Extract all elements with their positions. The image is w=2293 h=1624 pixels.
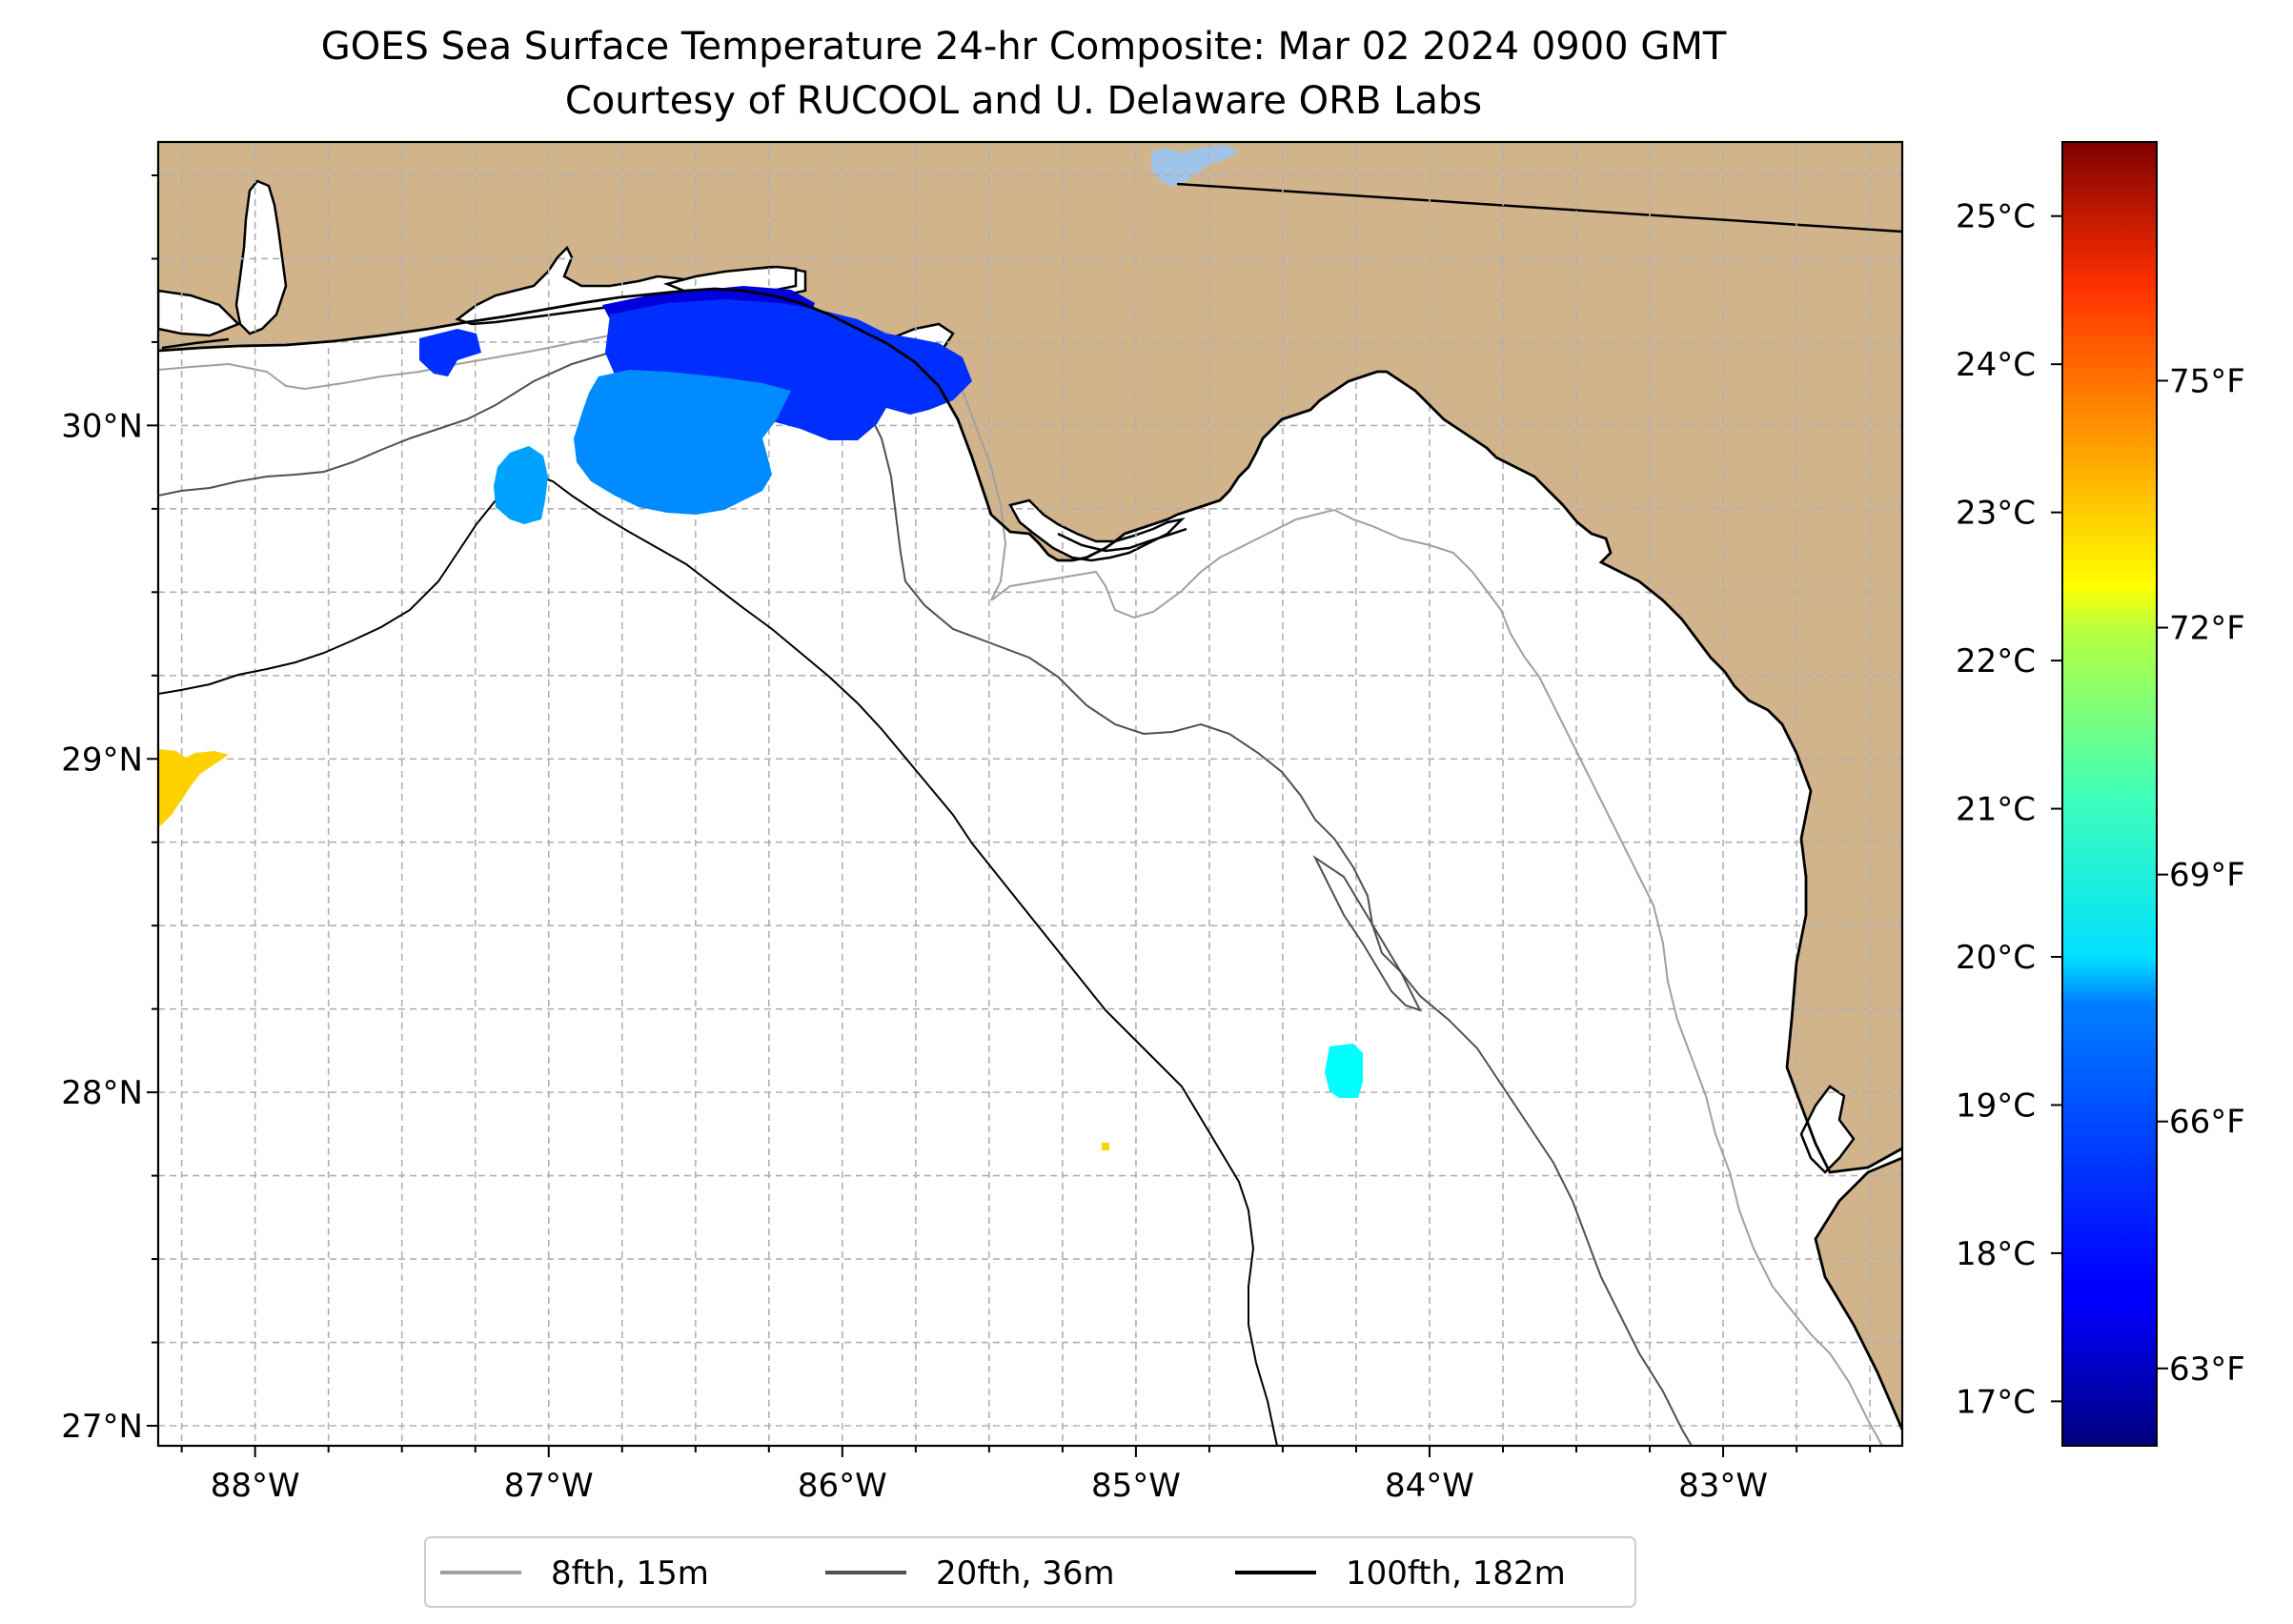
fahrenheit-tick-label: 75°F (2169, 362, 2245, 400)
barrier-island-west (161, 337, 230, 350)
colorbar-gradient (2061, 141, 2158, 1447)
state-border-line (1176, 182, 1902, 233)
lat-tick-label: 27°N (61, 1408, 143, 1446)
celsius-tick-label: 20°C (1956, 939, 2036, 977)
lat-tick-label: 28°N (61, 1074, 143, 1112)
celsius-tick-label: 23°C (1956, 495, 2036, 533)
mobile-bay (234, 179, 288, 335)
barrier-island-panhandle (1057, 527, 1187, 553)
isobath-100fth-182m (158, 473, 1278, 1446)
land-mass (158, 142, 1902, 1430)
legend-label-20fth: 20fth, 36m (936, 1554, 1115, 1593)
chart-title: GOES Sea Surface Temperature 24-hr Compo… (321, 25, 1727, 69)
lon-tick-label: 88°W (211, 1467, 300, 1505)
legend-box (424, 1536, 1636, 1608)
fahrenheit-tick-label: 72°F (2169, 610, 2245, 648)
lat-tick-label: 30°N (61, 407, 143, 445)
legend-label-100fth: 100fth, 182m (1346, 1554, 1566, 1593)
map-gridlines (158, 142, 1902, 1446)
map-area: 88°W 87°W 86°W 85°W 84°W 83°W 30°N 29°N … (61, 140, 1904, 1505)
isobath-20fth-36m (158, 346, 1693, 1446)
chart-subtitle: Courtesy of RUCOOL and U. Delaware ORB L… (565, 79, 1482, 123)
panhandle-blue-patch (419, 299, 972, 440)
lon-tick-label: 87°W (504, 1467, 594, 1505)
lon-tick-labels: 88°W 87°W 86°W 85°W 84°W 83°W (211, 1467, 1768, 1505)
legend: 8fth, 15m 20fth, 36m 100fth, 182m (424, 1536, 1636, 1608)
western-cyan-patch (494, 446, 548, 524)
lat-tick-labels: 30°N 29°N 28°N 27°N (61, 407, 143, 1446)
inland-lake (1151, 145, 1239, 187)
colorbar-celsius-labels: 25°C 24°C 23°C 22°C 21°C 20°C 19°C 18°C … (1956, 198, 2036, 1422)
celsius-tick-label: 19°C (1956, 1086, 2036, 1125)
fahrenheit-tick-label: 66°F (2169, 1104, 2245, 1142)
offshore-light-blue-patch (574, 370, 791, 515)
tampa-bay (1799, 1085, 1856, 1174)
lat-tick-label: 29°N (61, 741, 143, 779)
lon-tick-label: 83°W (1678, 1467, 1768, 1505)
fahrenheit-tick-label: 69°F (2169, 857, 2245, 895)
isobath-20fth-shoal-inlet (1312, 855, 1422, 1012)
legend-label-8fth: 8fth, 15m (551, 1554, 709, 1593)
southern-aqua-patch (1325, 1044, 1363, 1098)
colorbar: 25°C 24°C 23°C 22°C 21°C 20°C 19°C 18°C … (1956, 141, 2245, 1447)
coastline-south (1814, 1156, 1902, 1431)
lon-tick-label: 86°W (798, 1467, 887, 1505)
colorbar-ticks (2051, 214, 2168, 1403)
colorbar-fahrenheit-labels: 75°F 72°F 69°F 66°F 63°F (2169, 362, 2245, 1388)
coastline (158, 287, 1902, 1174)
celsius-tick-label: 25°C (1956, 198, 2036, 236)
map-frame (156, 140, 1904, 1448)
map-ticks (147, 173, 1872, 1457)
coastal-lagoon-west (158, 289, 241, 337)
celsius-tick-label: 18°C (1956, 1235, 2036, 1273)
celsius-tick-label: 17°C (1956, 1383, 2036, 1421)
celsius-tick-label: 21°C (1956, 791, 2036, 829)
western-warm-patch (158, 749, 229, 827)
fahrenheit-tick-label: 63°F (2169, 1350, 2245, 1389)
lon-tick-label: 84°W (1385, 1467, 1474, 1505)
small-warm-dot (1102, 1143, 1109, 1150)
lon-tick-label: 85°W (1091, 1467, 1181, 1505)
celsius-tick-label: 22°C (1956, 642, 2036, 680)
celsius-tick-label: 24°C (1956, 346, 2036, 384)
